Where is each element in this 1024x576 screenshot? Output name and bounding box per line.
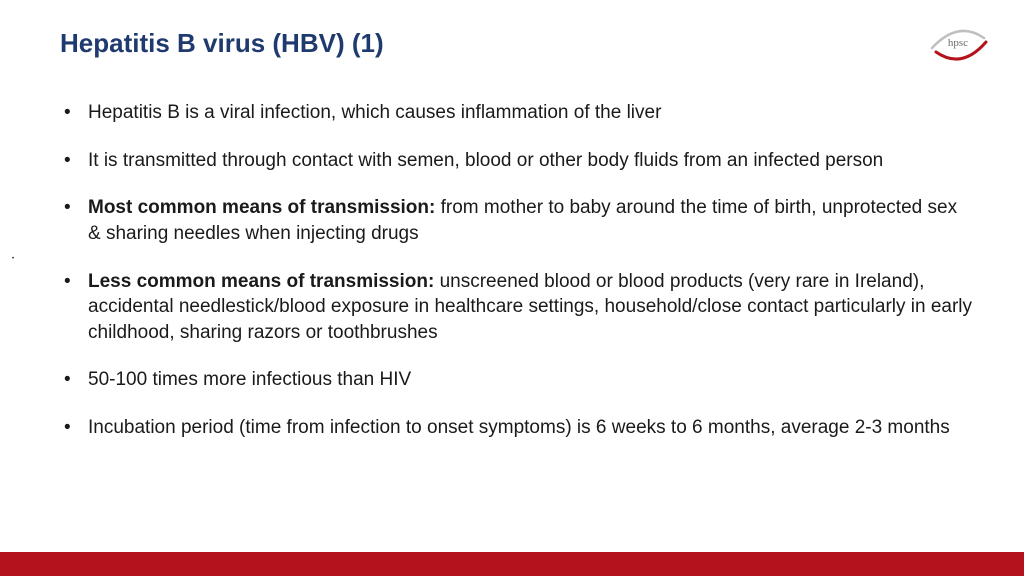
bullet-item: Most common means of transmission: from … [60, 195, 974, 246]
bullet-item: Hepatitis B is a viral infection, which … [60, 100, 974, 126]
hpsc-logo: hpsc [922, 18, 994, 66]
bullet-lead: Less common means of transmission: [88, 271, 440, 292]
slide-content: Hepatitis B is a viral infection, which … [60, 100, 974, 463]
slide-title: Hepatitis B virus (HBV) (1) [60, 28, 384, 59]
bullet-text: It is transmitted through contact with s… [88, 150, 883, 171]
bullet-text: 50-100 times more infectious than HIV [88, 369, 411, 390]
bullet-item: 50-100 times more infectious than HIV [60, 367, 974, 393]
bullet-text: Incubation period (time from infection t… [88, 417, 950, 438]
bullet-text: Hepatitis B is a viral infection, which … [88, 102, 661, 123]
stray-mark: • [12, 256, 14, 262]
svg-text:hpsc: hpsc [948, 37, 968, 49]
footer-bar [0, 552, 1024, 576]
bullet-lead: Most common means of transmission: [88, 197, 441, 218]
bullet-item: Incubation period (time from infection t… [60, 415, 974, 441]
slide: Hepatitis B virus (HBV) (1) hpsc Hepatit… [0, 0, 1024, 576]
bullet-item: It is transmitted through contact with s… [60, 148, 974, 174]
bullet-item: Less common means of transmission: unscr… [60, 269, 974, 346]
bullet-list: Hepatitis B is a viral infection, which … [60, 100, 974, 441]
